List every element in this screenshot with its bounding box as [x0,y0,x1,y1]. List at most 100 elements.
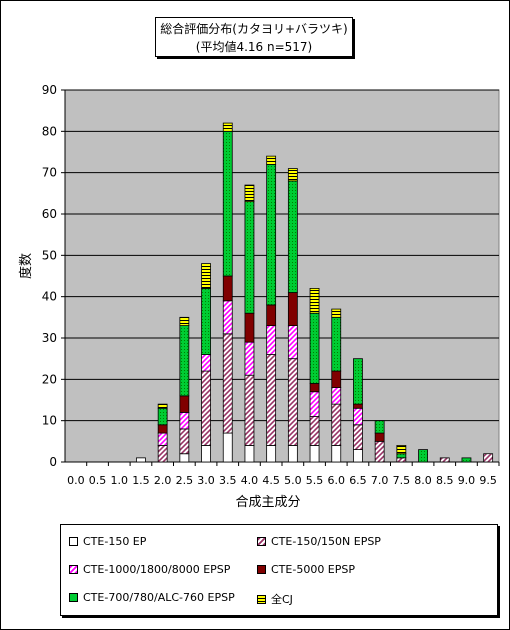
bar-segment [331,308,342,318]
y-tick-label: 60 [42,207,57,221]
legend-swatch [69,565,78,574]
bar-segment [179,411,190,430]
x-tick-label: 9.0 [458,474,476,487]
bar-segment [331,403,342,446]
bar-segment [244,374,255,446]
legend-item: CTE-1000/1800/8000 EPSP [69,563,230,576]
bar-segment [374,420,385,434]
bar-segment [309,445,320,463]
bar-segment [266,325,277,355]
bar-segment [244,201,255,314]
legend-label: CTE-150 EP [83,535,147,548]
bar-segment [331,445,342,463]
bar-segment [136,457,146,463]
bar-segment [266,155,277,165]
x-tick-label: 8.5 [436,474,454,487]
bar-segment [418,449,428,463]
legend-label: CTE-1000/1800/8000 EPSP [83,563,231,576]
bar-segment [222,122,233,132]
y-tick-label: 10 [42,414,57,428]
x-tick-label: 7.0 [371,474,389,487]
bar-segment [222,432,233,463]
x-tick-label: 0.0 [67,474,85,487]
x-tick-label: 0.5 [89,474,107,487]
bar-segment [287,325,298,360]
x-tick-label: 2.0 [154,474,172,487]
bar-segment [201,370,211,446]
x-tick-label: 9.5 [479,474,497,487]
bar-segment [287,445,298,463]
bar-segment [266,304,277,326]
y-tick-label: 50 [42,248,57,262]
x-tick-label: 4.0 [241,474,259,487]
y-tick-label: 0 [49,455,57,469]
x-tick-label: 2.5 [176,474,194,487]
bar-segment [483,453,494,463]
bar-segment [222,275,233,302]
bar-segment [396,445,407,455]
legend-label: CTE-700/780/ALC-760 EPSP [83,591,235,604]
bar-segment [201,445,211,463]
bar-segment [201,354,211,372]
bar-segment [309,416,320,446]
bar-segment [222,130,233,277]
legend-label: CTE-5000 EPSP [271,563,356,576]
bar-segment [179,428,190,455]
bar-segment [201,263,211,289]
bar-segment [244,312,255,343]
bar-segment [374,432,385,442]
legend-item: 全CJ [257,591,293,607]
x-tick-label: 3.5 [219,474,237,487]
x-tick-label: 6.5 [349,474,367,487]
x-tick-label: 3.0 [197,474,215,487]
bar-segment [309,391,320,417]
bar-segment [157,407,168,426]
y-tick-label: 80 [42,124,57,138]
bar-segment [179,395,190,413]
bar-segment [222,300,233,335]
legend-swatch [257,594,266,604]
legend-label: 全CJ [271,593,293,606]
bar-segment [266,354,277,446]
bar-segment [287,358,298,446]
legend-swatch [69,537,78,546]
chart-title: 総合評価分布(カタヨリ+バラツキ) [160,22,348,36]
bar-segment [331,316,342,372]
bar-segment [439,457,450,463]
bar-segment [353,403,363,409]
legend-item: CTE-150/150N EPSP [257,535,381,548]
bar-segment [157,424,168,434]
x-tick-label: 4.5 [262,474,280,487]
y-tick-label: 30 [42,331,57,345]
x-tick-label: 5.0 [284,474,302,487]
bar-segment [331,370,342,389]
chart-subtitle: (平均値4.16 n=517) [195,40,313,54]
legend-item: CTE-700/780/ALC-760 EPSP [69,591,235,604]
bar-segment [353,358,363,405]
legend-item: CTE-5000 EPSP [257,563,355,576]
bar-segment [309,312,320,384]
bar-segment [331,387,342,405]
bar-segment [396,453,407,459]
bar-segment [201,287,211,355]
bar-segment [309,383,320,393]
chart-legend: CTE-150 EP CTE-150/150N EPSP CTE-1000/1800… [60,524,498,616]
bar-segment [287,180,298,293]
bar-segment [353,407,363,426]
plot-area [64,89,500,463]
legend-item: CTE-150 EP [69,535,146,548]
bar-segment [266,445,277,463]
bar-segment [179,453,190,463]
y-tick-label: 90 [42,83,57,97]
legend-label: CTE-150/150N EPSP [271,535,381,548]
bar-segment [353,449,363,463]
legend-swatch [257,565,266,574]
bar-segment [157,403,168,409]
bar-segment [157,432,168,446]
bar-segment [244,445,255,463]
bar-segment [222,333,233,434]
y-tick-label: 40 [42,290,57,304]
x-tick-label: 8.0 [414,474,432,487]
chart-title-box: 総合評価分布(カタヨリ+バラツキ) (平均値4.16 n=517) [155,17,353,57]
